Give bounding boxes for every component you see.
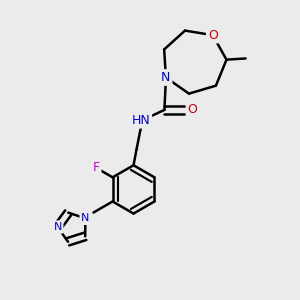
Text: F: F [92,161,100,174]
Text: HN: HN [131,114,150,127]
Text: O: O [208,28,218,42]
Text: N: N [161,71,171,84]
Text: N: N [53,222,62,232]
Text: O: O [188,103,197,116]
Text: N: N [81,213,89,223]
